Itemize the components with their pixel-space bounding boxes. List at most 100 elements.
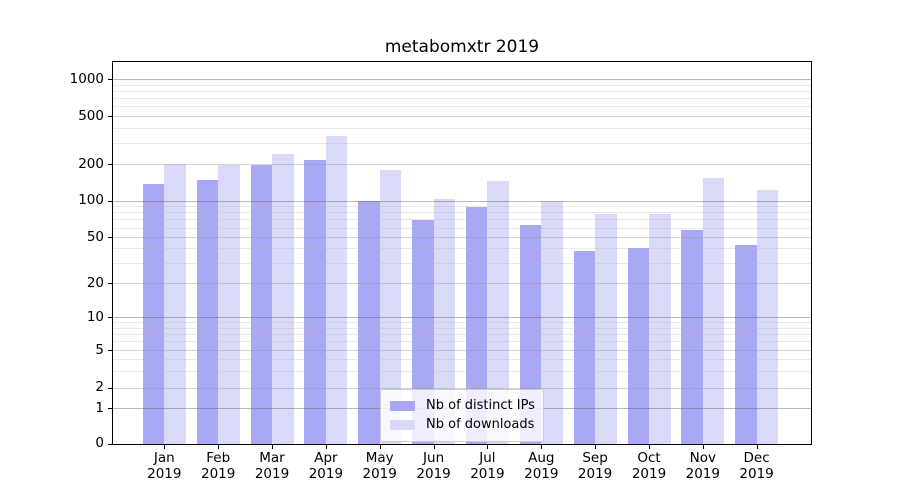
- legend-swatch-ips: [390, 400, 415, 411]
- bar-ips-nov: [681, 229, 703, 444]
- bar-downloads-jan: [164, 163, 186, 444]
- x-tick-feb: [218, 445, 220, 449]
- y-gridline-100: [113, 200, 811, 202]
- y-tick-200: [108, 164, 112, 166]
- x-tick-jul: [487, 445, 489, 449]
- y-tick-500: [108, 116, 112, 117]
- x-tick-aug: [541, 445, 543, 449]
- y-gridline-50: [113, 237, 811, 238]
- y-gridline-40: [113, 248, 811, 250]
- y-gridline-3: [113, 370, 811, 372]
- x-tick-mar: [272, 445, 273, 449]
- bar-ips-may: [358, 201, 380, 444]
- bar-downloads-jun: [433, 198, 456, 444]
- y-gridline-10: [113, 317, 811, 319]
- plot-area: [112, 61, 812, 445]
- y-gridline-30: [113, 262, 811, 264]
- x-tick-label-apr: Apr 2019: [308, 450, 344, 482]
- x-tick-oct: [649, 445, 650, 449]
- bar-ips-feb: [196, 179, 219, 444]
- x-tick-label-may: May 2019: [362, 450, 397, 482]
- bar-downloads-feb: [218, 165, 240, 444]
- y-tick-2: [108, 387, 112, 389]
- x-tick-label-oct: Oct 2019: [631, 450, 667, 482]
- bar-downloads-may: [379, 170, 402, 444]
- y-tick-label-5: 5: [95, 341, 104, 358]
- x-tick-label-aug: Aug 2019: [524, 450, 559, 482]
- y-tick-label-10: 10: [86, 308, 104, 325]
- y-gridline-4: [113, 359, 811, 361]
- bar-downloads-dec: [756, 189, 779, 444]
- legend-label-ips: Nb of distinct IPs: [426, 398, 535, 413]
- y-gridline-200: [113, 164, 811, 166]
- y-gridline-700: [113, 98, 811, 99]
- bar-ips-jan: [142, 183, 165, 444]
- bar-ips-apr: [304, 159, 326, 444]
- bar-downloads-oct: [649, 214, 671, 444]
- y-tick-label-50: 50: [86, 228, 104, 245]
- x-tick-label-feb: Feb 2019: [201, 450, 236, 482]
- y-gridline-300: [113, 142, 811, 144]
- bar-ips-jun: [412, 219, 434, 444]
- y-tick-label-200: 200: [78, 155, 104, 172]
- y-tick-20: [108, 283, 112, 284]
- y-gridline-1000: [113, 79, 811, 80]
- x-tick-label-dec: Dec 2019: [739, 450, 774, 482]
- y-gridline-500: [113, 116, 811, 117]
- legend: Nb of distinct IPs Nb of downloads: [380, 389, 544, 442]
- bar-downloads-sep: [595, 214, 617, 444]
- bar-ips-oct: [627, 247, 649, 444]
- y-tick-label-500: 500: [78, 107, 104, 124]
- y-tick-0: [108, 443, 112, 445]
- x-tick-apr: [325, 445, 327, 449]
- legend-item-ips: Nb of distinct IPs: [390, 397, 535, 414]
- y-tick-50: [108, 237, 112, 238]
- x-tick-label-jul: Jul 2019: [470, 450, 505, 482]
- y-tick-label-2: 2: [95, 379, 104, 395]
- x-tick-label-mar: Mar 2019: [254, 450, 290, 482]
- x-tick-may: [379, 445, 381, 449]
- y-gridline-9: [113, 322, 811, 324]
- y-tick-label-20: 20: [86, 274, 104, 291]
- x-tick-label-sep: Sep 2019: [577, 450, 613, 482]
- y-gridline-80: [113, 212, 811, 214]
- bar-ips-sep: [573, 251, 596, 444]
- x-tick-jun: [433, 445, 435, 449]
- y-gridline-400: [113, 127, 811, 129]
- y-tick-label-1: 1: [95, 399, 104, 416]
- y-gridline-900: [113, 84, 811, 86]
- bar-downloads-aug: [541, 201, 563, 444]
- bar-ips-dec: [735, 245, 757, 444]
- legend-label-downloads: Nb of downloads: [426, 417, 535, 432]
- y-gridline-8: [113, 327, 811, 329]
- y-gridline-6: [113, 341, 811, 343]
- y-gridline-90: [113, 206, 811, 208]
- y-gridline-60: [113, 227, 811, 229]
- y-tick-5: [108, 350, 112, 351]
- bar-ips-jul: [465, 207, 488, 444]
- y-gridline-70: [113, 219, 811, 221]
- y-tick-1000: [108, 79, 112, 80]
- x-tick-nov: [702, 445, 704, 449]
- y-tick-label-0: 0: [95, 435, 104, 451]
- bar-downloads-nov: [702, 177, 725, 444]
- x-tick-sep: [595, 445, 597, 449]
- y-gridline-5: [113, 350, 811, 351]
- y-gridline-800: [113, 90, 811, 92]
- y-tick-10: [108, 317, 112, 319]
- chart-title: metabomxtr 2019: [384, 37, 540, 57]
- y-gridline-7: [113, 334, 811, 336]
- bar-downloads-mar: [272, 153, 294, 444]
- y-gridline-600: [113, 106, 811, 108]
- x-tick-label-jun: Jun 2019: [416, 450, 451, 482]
- bar-downloads-apr: [325, 136, 348, 444]
- x-tick-dec: [756, 445, 758, 449]
- x-tick-label-jan: Jan 2019: [147, 450, 182, 482]
- bar-downloads-jul: [487, 181, 509, 444]
- y-tick-label-100: 100: [78, 192, 104, 209]
- y-gridline-20: [113, 283, 811, 284]
- legend-swatch-downloads: [390, 419, 415, 430]
- y-tick-label-1000: 1000: [69, 70, 104, 87]
- bar-ips-mar: [250, 164, 272, 444]
